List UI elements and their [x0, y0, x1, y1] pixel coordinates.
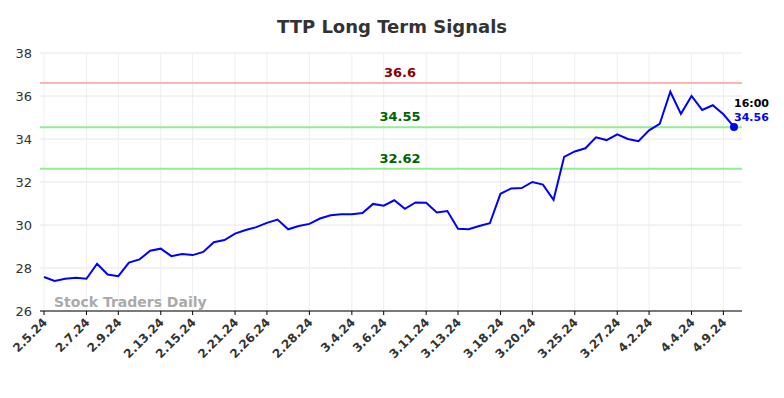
reference-line	[40, 82, 742, 84]
grid-line	[40, 268, 742, 269]
grid-line-x	[426, 53, 427, 311]
grid-line-x	[192, 53, 193, 311]
x-tick	[192, 311, 193, 315]
grid-line-x	[266, 53, 267, 311]
grid-line	[40, 53, 742, 54]
x-tick	[383, 311, 384, 315]
y-tick-label: 32	[15, 175, 32, 190]
x-tick-label: 2.7.24	[53, 315, 93, 355]
y-tick-label: 38	[15, 46, 32, 61]
x-tick	[266, 311, 267, 315]
plot	[40, 83, 742, 281]
x-tick	[532, 311, 533, 315]
grid-line	[40, 139, 742, 140]
y-tick-label: 36	[15, 89, 32, 104]
x-tick	[574, 311, 575, 315]
x-tick-label: 3.4.24	[318, 315, 358, 355]
x-tick-label: 3.25.24	[535, 315, 581, 361]
x-tick-label: 3.13.24	[418, 315, 464, 361]
y-tick-label: 30	[15, 218, 32, 233]
reference-line	[40, 168, 742, 170]
grid-line-x	[86, 53, 87, 311]
grid-line-x	[160, 53, 161, 311]
watermark: Stock Traders Daily	[54, 294, 207, 310]
grid-line-x	[649, 53, 650, 311]
x-tick	[351, 311, 352, 315]
x-tick-label: 4.9.24	[690, 315, 730, 355]
x-tick	[500, 311, 501, 315]
grid-line-x	[574, 53, 575, 311]
grid-line	[40, 225, 742, 226]
reference-label: 36.6	[384, 65, 416, 80]
price-line	[44, 92, 734, 281]
y-tick-label: 28	[15, 261, 32, 276]
x-tick	[160, 311, 161, 315]
x-tick-label: 3.20.24	[493, 315, 539, 361]
y-tick-label: 26	[15, 304, 32, 319]
x-tick	[309, 311, 310, 315]
grid-line-x	[691, 53, 692, 311]
x-tick	[235, 311, 236, 315]
y-tick-label: 34	[15, 132, 32, 147]
title: TTP Long Term Signals	[277, 16, 507, 37]
reference-label: 34.55	[379, 109, 420, 124]
x-tick-label: 2.28.24	[270, 315, 316, 361]
grid-line	[40, 96, 742, 97]
grid-line-x	[383, 53, 384, 311]
last-time: 16:00	[734, 97, 769, 110]
background	[0, 0, 784, 398]
last-point	[730, 123, 738, 131]
grid-line-x	[723, 53, 724, 311]
chart: TTP Long Term Signals 26 28 30 32 34 36 38 2.5.2…	[0, 0, 784, 398]
grid-line-x	[458, 53, 459, 311]
grid-line	[40, 311, 742, 312]
x-tick-label: 3.6.24	[350, 315, 390, 355]
x-tick	[118, 311, 119, 315]
x-tick	[723, 311, 724, 315]
x-tick	[44, 311, 45, 315]
grid-line-x	[235, 53, 236, 311]
x-tick	[649, 311, 650, 315]
grid-line-x	[118, 53, 119, 311]
last-value: 34.56	[734, 111, 769, 124]
reference-label: 32.62	[379, 151, 420, 166]
x-tick	[691, 311, 692, 315]
x-tick	[617, 311, 618, 315]
grid-line-x	[500, 53, 501, 311]
grid-line-x	[44, 53, 45, 311]
x-tick	[458, 311, 459, 315]
x-axis	[40, 311, 742, 312]
grid-line-x	[351, 53, 352, 311]
x-tick-label: 4.4.24	[658, 315, 698, 355]
x-tick-label: 2.26.24	[227, 315, 273, 361]
reference-line	[40, 126, 742, 128]
x-tick-label: 2.5.24	[10, 315, 50, 355]
x-tick-label: 3.27.24	[577, 315, 623, 361]
x-tick	[426, 311, 427, 315]
grid-line	[40, 182, 742, 183]
x-tick-label: 2.9.24	[84, 315, 124, 355]
x-tick-label: 2.15.24	[153, 315, 199, 361]
grid-line-x	[309, 53, 310, 311]
grid-line-x	[617, 53, 618, 311]
x-tick-label: 4.2.24	[615, 315, 655, 355]
x-tick	[86, 311, 87, 315]
